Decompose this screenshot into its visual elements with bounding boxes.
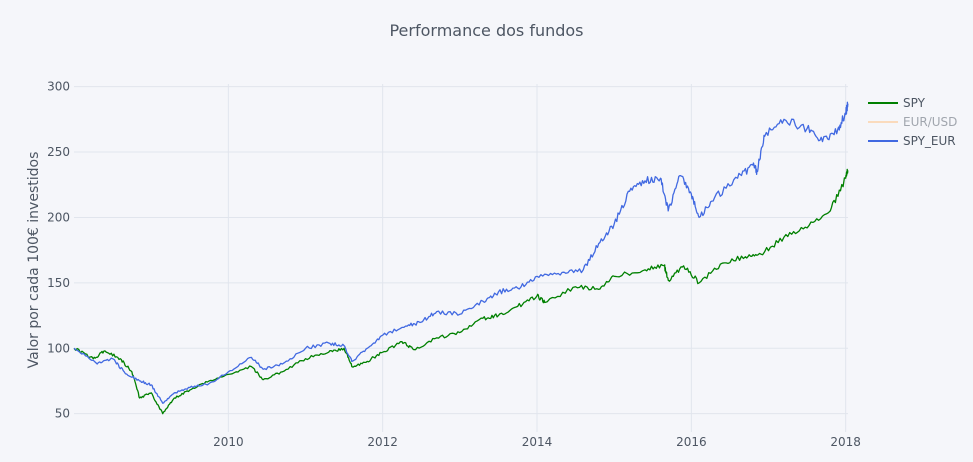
y-tick-labels: 50 100 150 200 250 300 <box>47 80 70 421</box>
series-lines <box>73 101 849 415</box>
chart-title: Performance dos fundos <box>389 21 584 40</box>
x-tick-label: 2014 <box>522 435 553 449</box>
y-tick-label: 200 <box>47 210 70 224</box>
y-axis-label: Valor por cada 100€ investidos <box>26 152 42 369</box>
legend-swatch <box>868 101 898 104</box>
legend-label: EUR/USD <box>903 114 958 129</box>
y-tick-label: 250 <box>47 145 70 159</box>
legend-label: SPY_EUR <box>903 133 956 148</box>
x-tick-label: 2012 <box>367 435 398 449</box>
gridlines <box>74 84 848 432</box>
y-tick-label: 50 <box>55 407 70 421</box>
legend-label: SPY <box>903 95 925 110</box>
series-line-spy <box>73 168 849 415</box>
x-tick-labels: 2010 2012 2014 2016 2018 <box>213 435 861 449</box>
series-line-spy-eur <box>73 101 849 404</box>
y-tick-label: 150 <box>47 276 70 290</box>
y-tick-label: 100 <box>47 341 70 355</box>
x-tick-label: 2016 <box>676 435 707 449</box>
legend-swatch <box>868 139 898 142</box>
legend-swatch <box>868 120 898 123</box>
x-tick-label: 2010 <box>213 435 244 449</box>
y-tick-label: 300 <box>47 80 70 94</box>
legend: SPY EUR/USD SPY_EUR <box>868 93 957 150</box>
legend-item-spy[interactable]: SPY <box>868 93 957 112</box>
x-tick-label: 2018 <box>830 435 861 449</box>
legend-item-eur-usd[interactable]: EUR/USD <box>868 112 957 131</box>
legend-item-spy-eur[interactable]: SPY_EUR <box>868 131 957 150</box>
